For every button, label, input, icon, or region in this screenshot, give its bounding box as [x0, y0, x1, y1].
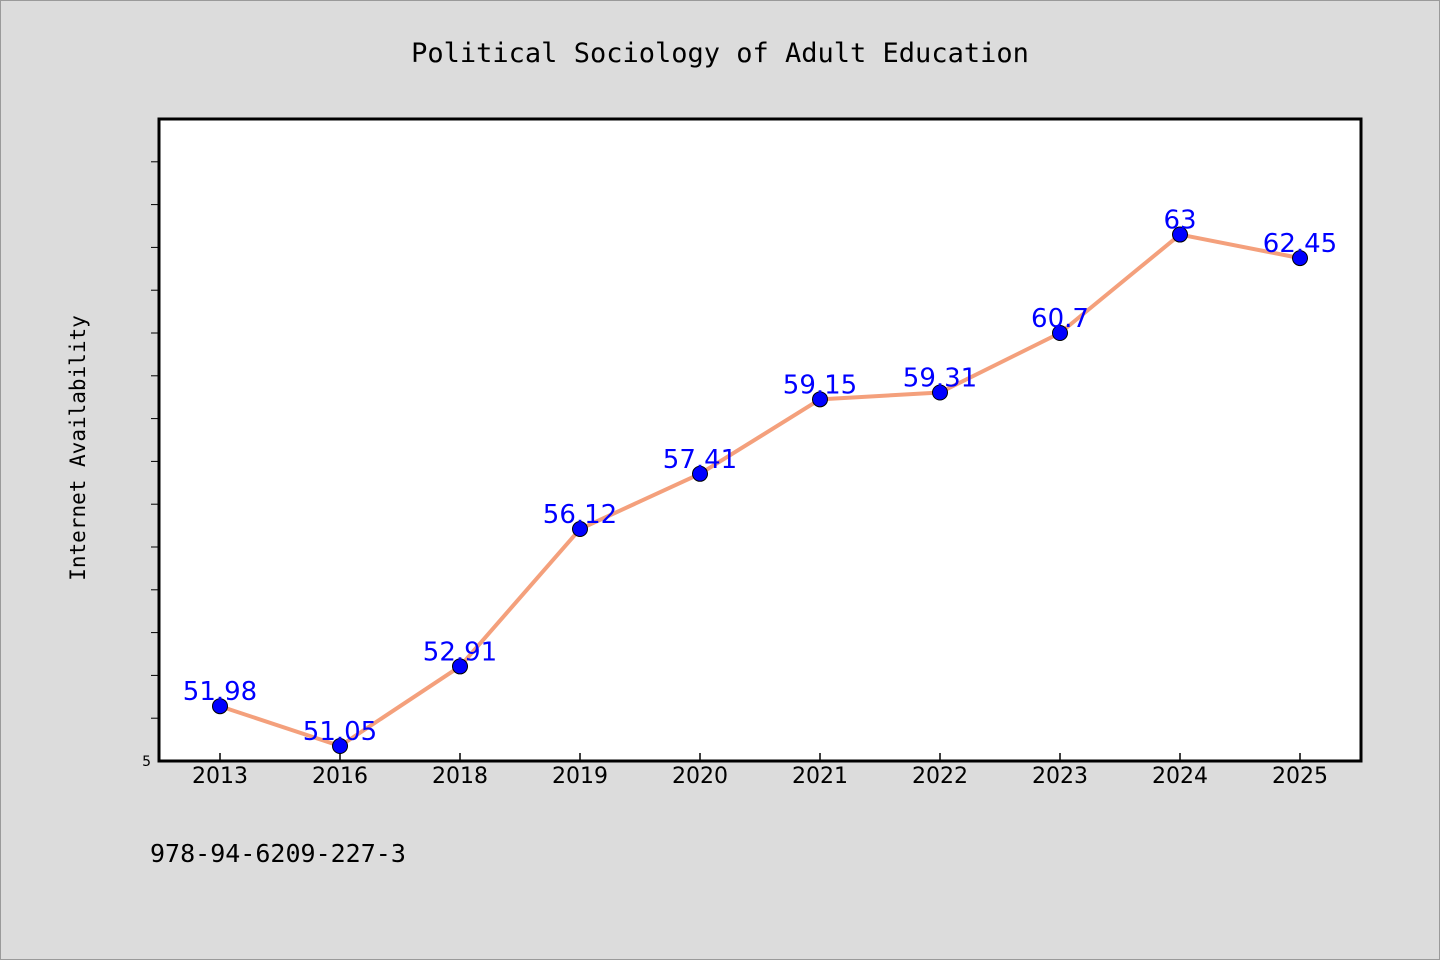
- x-tick-label: 2019: [552, 764, 608, 789]
- series-line: [219, 232, 1301, 749]
- data-point: [692, 465, 708, 482]
- x-axis-ticks: 2013 2016 2018 2019 2020 2021 2022 2023 2024 2025: [192, 753, 1328, 789]
- x-tick-label: 2022: [912, 764, 968, 789]
- x-tick-label: 2021: [792, 764, 848, 789]
- data-point: [1052, 325, 1068, 341]
- x-tick-label: 2013: [192, 764, 248, 789]
- data-label: 57.41: [663, 445, 737, 475]
- data-point: [332, 738, 348, 755]
- data-label: 51.05: [303, 717, 377, 747]
- x-tick-label: 2025: [1272, 764, 1328, 789]
- x-tick-label: 2024: [1152, 764, 1208, 789]
- y-tick-label: 5: [142, 754, 151, 770]
- data-series: 51.98 51.05 52.91 56.12 57.41 59.15 59.31 60.7 6…: [183, 206, 1337, 755]
- data-point: [1292, 250, 1308, 267]
- data-point: [932, 384, 948, 401]
- data-point: [452, 658, 468, 675]
- data-label: 51.98: [183, 677, 257, 707]
- plot-area: [157, 117, 1363, 763]
- x-tick-label: 2020: [672, 764, 728, 789]
- data-label: 63: [1163, 206, 1196, 236]
- data-label: 62.45: [1263, 229, 1337, 259]
- data-point: [812, 391, 828, 408]
- data-label: 60.7: [1031, 304, 1089, 334]
- data-point: [1172, 226, 1188, 243]
- chart-title: Political Sociology of Adult Education: [411, 38, 1029, 69]
- y-axis-label: Internet Availability: [66, 315, 90, 581]
- x-tick-label: 2016: [312, 764, 368, 789]
- isbn-label: 978-94-6209-227-3: [150, 839, 406, 868]
- x-tick-label: 2018: [432, 764, 488, 789]
- x-tick-label: 2023: [1032, 764, 1088, 789]
- data-point: [572, 521, 588, 538]
- data-label: 52.91: [423, 637, 497, 667]
- data-point: [212, 698, 228, 715]
- y-axis-ticks: 5: [142, 161, 159, 770]
- data-label: 59.31: [903, 363, 977, 393]
- data-label: 59.15: [783, 370, 857, 400]
- data-label: 56.12: [543, 500, 617, 530]
